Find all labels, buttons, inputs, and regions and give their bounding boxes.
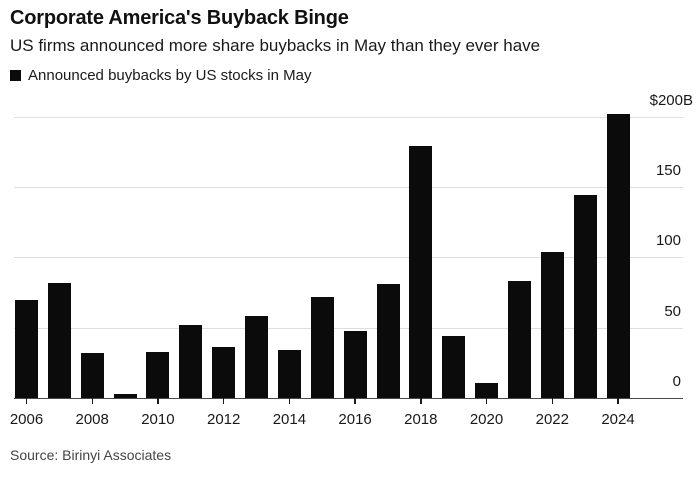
bar-2023 — [573, 195, 597, 398]
x-axis-tick-2006 — [25, 398, 28, 404]
chart-title: Corporate America's Buyback Binge — [10, 7, 349, 29]
bar-2020 — [475, 382, 498, 398]
x-axis-tick-2012 — [222, 398, 225, 404]
x-axis-label-2010: 2010 — [141, 411, 175, 428]
gridline-150 — [14, 186, 683, 188]
x-axis-tick-2014 — [288, 398, 291, 404]
x-axis-tick-2018 — [420, 398, 422, 404]
source-note: Source: Birinyi Associates — [10, 447, 172, 463]
bar-2024 — [606, 113, 630, 398]
chart-subtitle: US firms announced more share buybacks i… — [10, 36, 541, 55]
x-axis-tick-2024 — [617, 398, 619, 404]
x-axis-tick-2010 — [157, 398, 159, 404]
y-axis-label-150: 150 — [655, 161, 681, 179]
x-axis-label-2014: 2014 — [272, 411, 307, 428]
x-axis-label-2006: 2006 — [9, 411, 44, 428]
y-axis-label-200: $200B — [649, 91, 693, 109]
legend-label: Announced buybacks by US stocks in May — [28, 66, 312, 84]
bar-2017 — [376, 284, 400, 398]
bar-2007 — [47, 282, 71, 398]
bar-2015 — [310, 296, 334, 398]
bar-2021 — [507, 281, 531, 398]
gridline-200 — [14, 116, 683, 118]
x-axis-baseline — [14, 398, 683, 399]
gridline-100 — [14, 257, 683, 259]
bar-2009 — [113, 393, 137, 398]
x-axis-tick-2008 — [91, 398, 93, 404]
x-axis-label-2012: 2012 — [207, 411, 241, 428]
bar-2022 — [540, 251, 564, 398]
bar-2008 — [80, 353, 104, 398]
bar-2006 — [15, 299, 38, 398]
x-axis-label-2022: 2022 — [535, 411, 569, 428]
x-axis-label-2024: 2024 — [601, 411, 635, 428]
y-axis-label-0: 0 — [672, 373, 681, 390]
x-axis-label-2020: 2020 — [469, 411, 504, 428]
bar-2019 — [442, 336, 466, 398]
x-axis-tick-2016 — [354, 398, 356, 404]
bar-2012 — [212, 347, 236, 398]
bar-2011 — [179, 324, 203, 398]
x-axis-tick-2022 — [551, 398, 553, 404]
x-axis-label-2018: 2018 — [404, 411, 438, 428]
y-axis-label-100: 100 — [655, 232, 681, 250]
x-axis-label-2008: 2008 — [75, 411, 109, 428]
bar-2014 — [277, 350, 301, 398]
y-axis-label-50: 50 — [664, 302, 681, 320]
legend-swatch-icon — [10, 69, 21, 81]
bar-2010 — [146, 351, 170, 398]
x-axis-label-2016: 2016 — [338, 411, 372, 428]
legend: Announced buybacks by US stocks in May — [10, 66, 312, 84]
bar-2013 — [245, 316, 268, 398]
gridline-50 — [14, 327, 683, 329]
bar-2018 — [409, 146, 433, 398]
bar-2016 — [343, 330, 367, 398]
x-axis-tick-2020 — [485, 398, 488, 404]
